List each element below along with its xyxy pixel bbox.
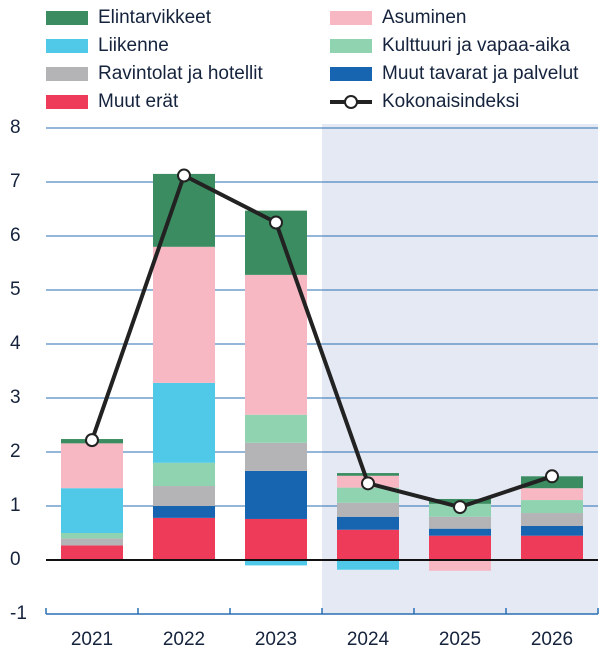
bar-segment — [521, 500, 583, 514]
y-tick-label: -1 — [10, 603, 27, 624]
bar-segment — [337, 516, 399, 530]
index-point — [269, 215, 283, 230]
y-tick-label: 8 — [10, 117, 21, 138]
legend-swatch — [330, 39, 372, 53]
y-tick-label: 4 — [10, 333, 21, 354]
legend-label: Kulttuuri ja vapaa-aika — [382, 35, 570, 56]
index-point — [85, 433, 99, 448]
bar-segment — [61, 443, 123, 489]
x-tick-label: 2021 — [71, 629, 113, 650]
x-tick-label: 2026 — [531, 629, 573, 650]
bar-segment — [245, 518, 307, 560]
legend-swatch — [330, 11, 372, 25]
index-point — [545, 469, 559, 484]
y-tick-label: 2 — [10, 441, 21, 462]
bar-segment — [337, 502, 399, 517]
bar-segment — [337, 487, 399, 503]
legend-swatch — [46, 67, 88, 81]
y-tick-label: 6 — [10, 225, 21, 246]
bar-segment — [153, 517, 215, 560]
bar-segment — [521, 488, 583, 501]
legend-label: Ravintolat ja hotellit — [98, 63, 263, 84]
bar-segment — [153, 486, 215, 506]
bar-segment — [61, 533, 123, 539]
legend-label: Kokonaisindeksi — [382, 91, 519, 112]
bar-segment — [153, 382, 215, 463]
index-point — [453, 500, 467, 515]
legend-swatch — [46, 11, 88, 25]
x-tick-label: 2025 — [439, 629, 481, 650]
bar-segment — [61, 545, 123, 560]
bar-segment — [245, 414, 307, 443]
bar-segment — [245, 442, 307, 471]
bar-segment — [337, 560, 399, 570]
bar-segment — [429, 560, 491, 571]
legend-swatch-marker — [344, 95, 358, 109]
bar-segment — [245, 274, 307, 415]
bar-segment — [61, 488, 123, 533]
bar-segment — [245, 470, 307, 519]
y-tick-label: 0 — [10, 549, 21, 570]
legend-swatch — [46, 95, 88, 109]
legend-label: Asuminen — [382, 7, 467, 28]
legend-label: Muut tavarat ja palvelut — [382, 63, 579, 84]
y-tick-label: 7 — [10, 171, 21, 192]
legend-swatch — [330, 67, 372, 81]
bar-segment — [521, 525, 583, 536]
index-point — [361, 476, 375, 491]
legend-label: Muut erät — [98, 91, 179, 112]
bar-segment — [61, 538, 123, 546]
index-line — [90, 173, 553, 510]
legend-label: Liikenne — [98, 35, 169, 56]
x-tick-label: 2023 — [255, 629, 297, 650]
y-tick-label: 1 — [10, 495, 21, 516]
legend-label: Elintarvikkeet — [98, 7, 212, 28]
bar-segment — [153, 246, 215, 383]
bar-segment — [429, 528, 491, 536]
bar-segment — [153, 506, 215, 518]
bar-segment — [337, 529, 399, 560]
y-tick-label: 3 — [10, 387, 21, 408]
y-tick-label: 5 — [10, 279, 21, 300]
bar-segment — [521, 535, 583, 560]
x-tick-label: 2022 — [163, 629, 205, 650]
legend-swatch — [46, 39, 88, 53]
bar-segment — [337, 473, 399, 476]
bar-segment — [245, 560, 307, 566]
index-point — [177, 168, 191, 183]
bar-segment — [429, 516, 491, 529]
bar-segment — [429, 535, 491, 560]
bar-segment — [521, 513, 583, 526]
x-tick-label: 2024 — [347, 629, 390, 650]
bar-segment — [153, 462, 215, 487]
